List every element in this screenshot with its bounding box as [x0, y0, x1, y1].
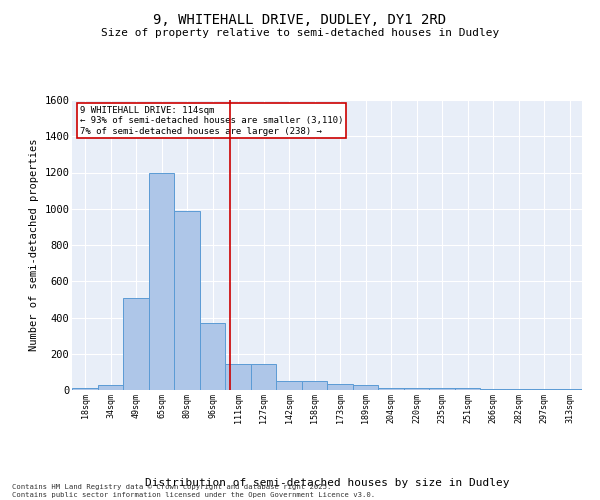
Text: Size of property relative to semi-detached houses in Dudley: Size of property relative to semi-detach… — [101, 28, 499, 38]
Bar — [353, 386, 378, 390]
Text: Contains HM Land Registry data © Crown copyright and database right 2025.
Contai: Contains HM Land Registry data © Crown c… — [12, 484, 375, 498]
Bar — [480, 389, 506, 390]
Bar — [225, 364, 251, 390]
Text: 9, WHITEHALL DRIVE, DUDLEY, DY1 2RD: 9, WHITEHALL DRIVE, DUDLEY, DY1 2RD — [154, 12, 446, 26]
Bar — [276, 381, 302, 390]
Bar — [378, 388, 404, 390]
Bar — [506, 389, 531, 390]
X-axis label: Distribution of semi-detached houses by size in Dudley: Distribution of semi-detached houses by … — [145, 478, 509, 488]
Bar — [72, 388, 98, 390]
Bar — [149, 172, 174, 390]
Bar — [123, 298, 149, 390]
Bar — [429, 388, 455, 390]
Bar — [98, 384, 123, 390]
Bar — [200, 323, 225, 390]
Bar — [174, 210, 200, 390]
Text: 9 WHITEHALL DRIVE: 114sqm
← 93% of semi-detached houses are smaller (3,110)
7% o: 9 WHITEHALL DRIVE: 114sqm ← 93% of semi-… — [80, 106, 343, 136]
Bar — [251, 364, 276, 390]
Bar — [302, 381, 327, 390]
Bar — [531, 389, 557, 390]
Bar — [404, 388, 429, 390]
Bar — [327, 384, 353, 390]
Y-axis label: Number of semi-detached properties: Number of semi-detached properties — [29, 138, 38, 352]
Bar — [455, 388, 480, 390]
